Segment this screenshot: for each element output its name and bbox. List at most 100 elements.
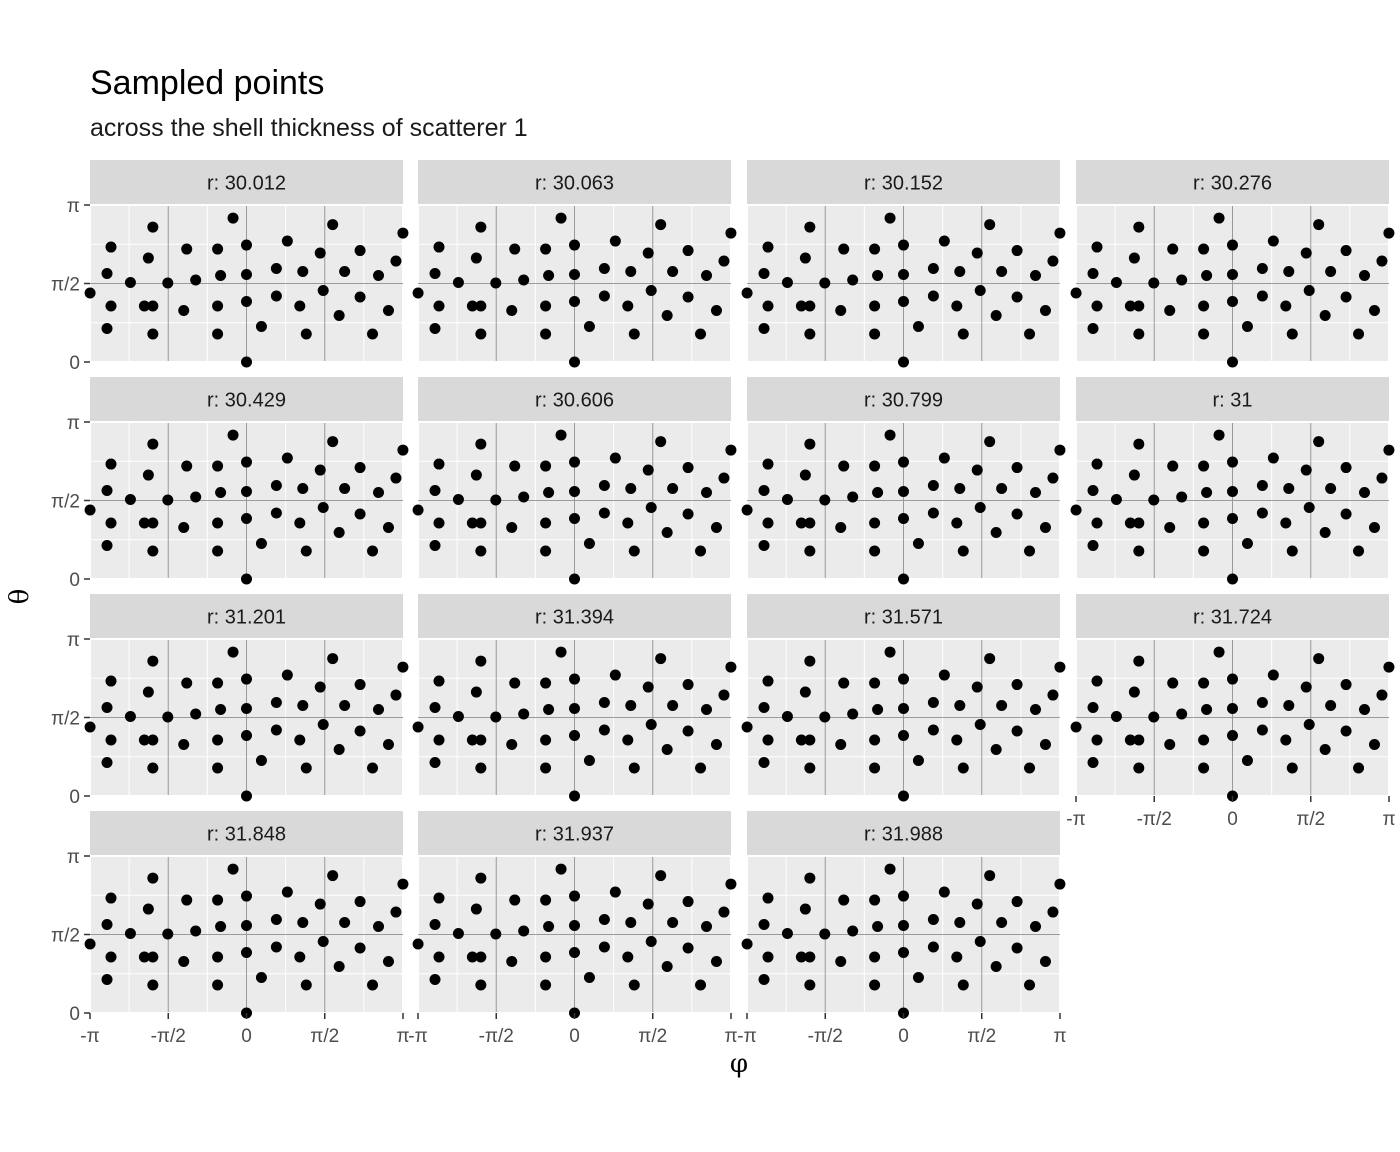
data-point <box>300 762 312 774</box>
data-point <box>101 974 113 986</box>
data-point <box>835 739 847 751</box>
data-point <box>838 677 850 689</box>
data-point <box>1039 305 1051 317</box>
data-point <box>1280 300 1292 312</box>
data-point <box>758 757 770 769</box>
data-point <box>1286 545 1298 557</box>
data-point <box>1368 739 1380 751</box>
data-point <box>804 872 816 884</box>
data-point <box>701 921 713 933</box>
data-point <box>869 734 881 746</box>
data-point <box>583 972 595 984</box>
data-point <box>957 979 969 991</box>
data-point <box>625 700 637 712</box>
data-point <box>1167 243 1179 255</box>
data-point <box>1091 300 1103 312</box>
data-point <box>1110 711 1122 723</box>
data-point <box>622 517 634 529</box>
data-point <box>147 221 159 233</box>
data-point <box>429 919 441 931</box>
data-point <box>397 878 409 890</box>
data-point <box>354 896 366 908</box>
data-point <box>1011 725 1023 737</box>
data-point <box>869 517 881 529</box>
data-point <box>569 703 580 715</box>
data-point <box>300 545 312 557</box>
data-point <box>898 573 909 585</box>
data-point <box>506 956 518 968</box>
data-point <box>105 300 117 312</box>
data-point <box>1091 517 1103 529</box>
data-point <box>758 540 770 552</box>
facet-strip-label: r: 31.201 <box>207 607 286 629</box>
data-point <box>452 711 464 723</box>
data-point <box>884 429 896 441</box>
data-point <box>996 700 1008 712</box>
data-point <box>1133 762 1145 774</box>
data-point <box>429 485 441 497</box>
data-point <box>317 719 329 731</box>
data-point <box>990 961 1002 973</box>
data-point <box>1047 689 1059 701</box>
data-point <box>390 906 402 918</box>
data-point <box>147 517 159 529</box>
data-point <box>819 711 831 723</box>
data-point <box>1383 227 1395 239</box>
y-tick-label: π/2 <box>51 274 80 295</box>
data-point <box>804 545 816 557</box>
data-point <box>270 941 282 953</box>
data-point <box>1198 243 1210 255</box>
data-point <box>804 762 816 774</box>
x-tick-label: 0 <box>898 1026 909 1047</box>
data-point <box>1340 291 1352 303</box>
data-point <box>710 956 722 968</box>
data-point <box>642 247 654 259</box>
data-point <box>227 429 239 441</box>
data-point <box>1198 300 1210 312</box>
facet-strip-label: r: 30.429 <box>207 390 286 412</box>
data-point <box>367 545 379 557</box>
data-point <box>971 247 983 259</box>
data-point <box>1030 487 1042 499</box>
data-point <box>475 655 487 667</box>
facet-strip <box>90 811 403 856</box>
data-point <box>799 252 811 264</box>
data-point <box>433 675 445 687</box>
data-point <box>598 263 610 275</box>
data-point <box>270 480 282 492</box>
data-point <box>725 444 737 456</box>
data-point <box>819 928 831 940</box>
data-point <box>996 266 1008 278</box>
data-point <box>569 890 580 902</box>
data-point <box>540 300 552 312</box>
data-point <box>872 704 884 716</box>
data-point <box>847 491 859 503</box>
data-point <box>583 538 595 550</box>
data-point <box>1325 700 1337 712</box>
y-tick-label: π <box>67 847 80 868</box>
data-point <box>373 487 385 499</box>
data-point <box>1256 507 1268 519</box>
data-point <box>1198 545 1210 557</box>
data-point <box>741 938 753 950</box>
data-point <box>762 517 774 529</box>
data-point <box>741 287 753 299</box>
data-point <box>475 221 487 233</box>
data-point <box>1176 274 1188 286</box>
data-point <box>954 266 966 278</box>
data-point <box>509 243 521 255</box>
facet-strip-label: r: 31.571 <box>864 607 943 629</box>
data-point <box>569 573 580 585</box>
data-point <box>300 979 312 991</box>
data-point <box>475 300 487 312</box>
data-point <box>1047 906 1059 918</box>
data-point <box>1241 321 1253 333</box>
data-point <box>101 757 113 769</box>
data-point <box>1319 527 1331 539</box>
data-point <box>390 689 402 701</box>
data-point <box>452 277 464 289</box>
data-point <box>609 669 621 681</box>
data-point <box>540 677 552 689</box>
data-point <box>625 483 637 495</box>
data-point <box>470 686 482 698</box>
